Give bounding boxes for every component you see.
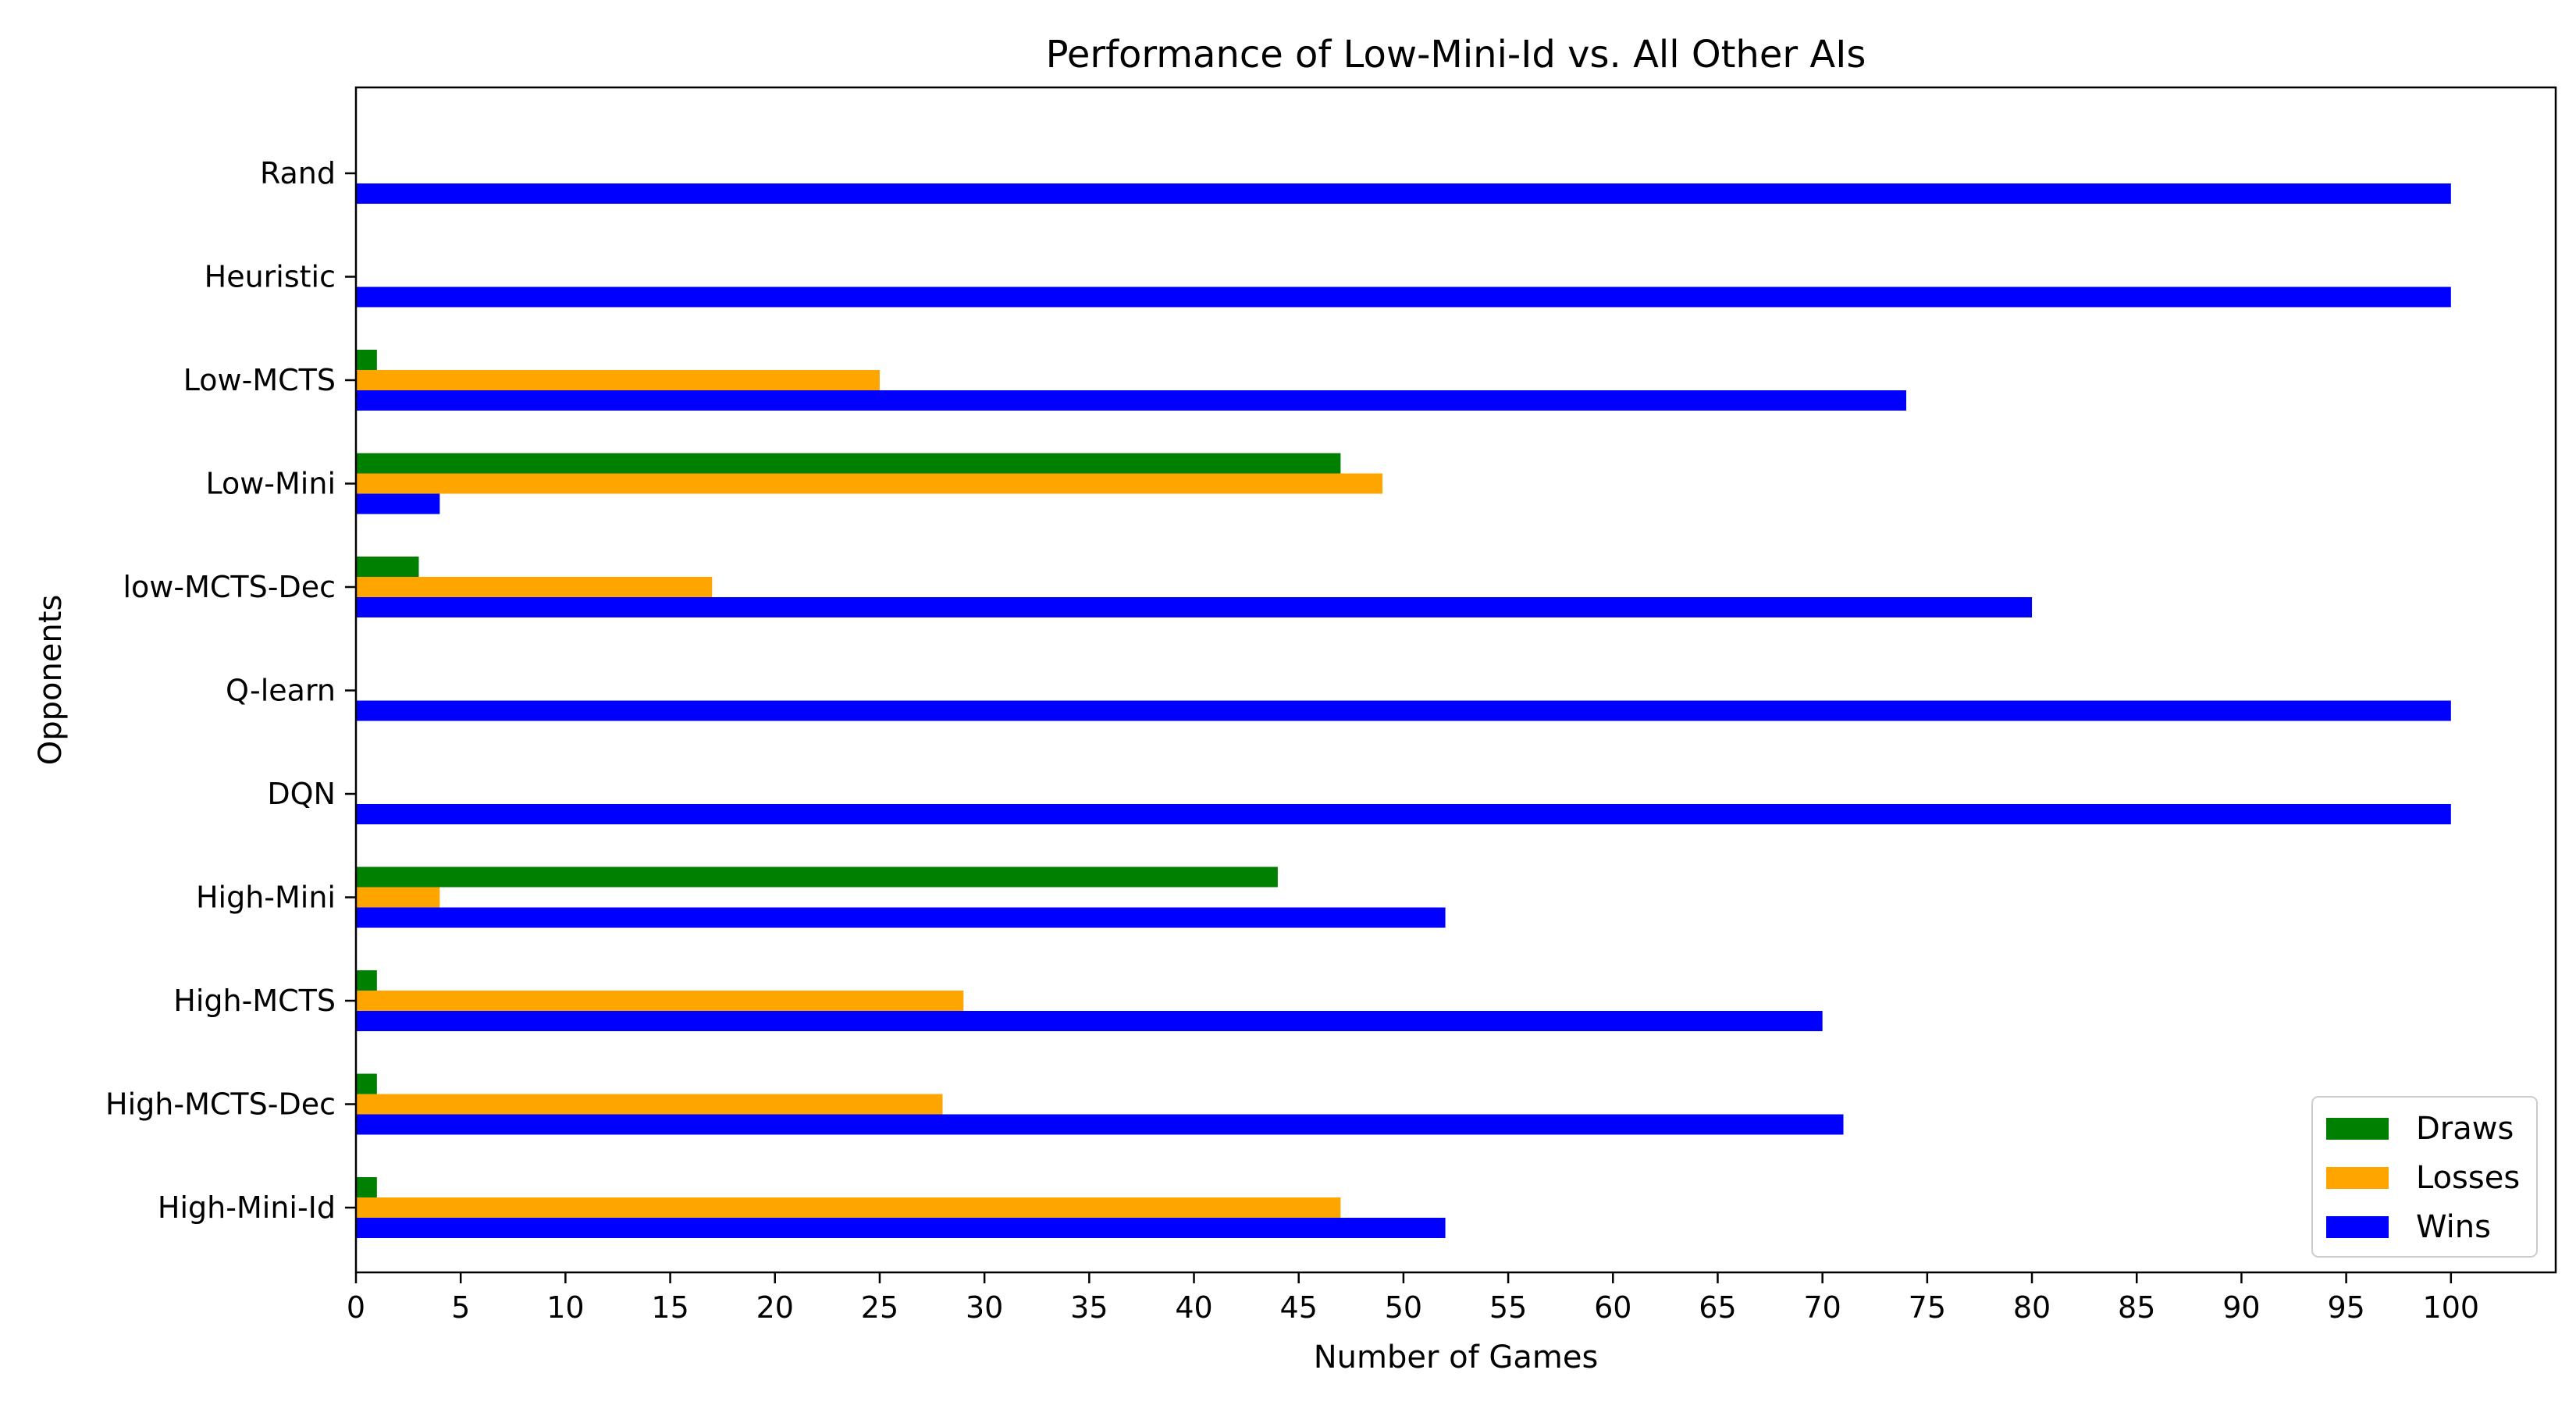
x-axis-label: Number of Games: [1314, 1340, 1599, 1375]
y-tick-label: low-MCTS-Dec: [123, 570, 336, 604]
y-tick-label: Low-MCTS: [183, 363, 336, 397]
bar-losses-low-mini: [356, 473, 1383, 494]
legend: Draws Losses Wins: [2311, 1096, 2538, 1258]
bars-layer: [356, 183, 2451, 1238]
bar-draws-low-mcts: [356, 350, 377, 370]
x-tick-label: 65: [1699, 1290, 1736, 1325]
x-tick-label: 5: [451, 1290, 470, 1325]
bar-losses-high-mini-id: [356, 1197, 1341, 1218]
bar-draws-high-mcts-dec: [356, 1073, 377, 1094]
y-tick-label: Low-Mini: [205, 467, 336, 501]
bar-wins-rand: [356, 183, 2451, 204]
y-tick-label: Heuristic: [205, 260, 336, 294]
bar-wins-heuristic: [356, 286, 2451, 308]
x-tick-label: 100: [2423, 1290, 2480, 1325]
bar-wins-low-mcts-dec: [356, 597, 2033, 617]
bar-draws-low-mini: [356, 453, 1341, 474]
bar-losses-high-mcts-dec: [356, 1094, 943, 1115]
bar-losses-low-mcts-dec: [356, 577, 713, 597]
y-tick-label: High-MCTS: [173, 984, 336, 1018]
x-tick-label: 75: [1909, 1290, 1946, 1325]
x-tick-label: 70: [1803, 1290, 1841, 1325]
x-tick-label: 40: [1175, 1290, 1212, 1325]
bar-losses-high-mini: [356, 887, 440, 908]
bar-wins-low-mini: [356, 493, 440, 514]
bar-wins-q-learn: [356, 700, 2451, 721]
x-tick-label: 15: [651, 1290, 688, 1325]
x-tick-label: 25: [861, 1290, 898, 1325]
y-tick-label: Rand: [260, 156, 336, 190]
legend-swatch-losses: [2326, 1167, 2389, 1189]
x-tick-label: 50: [1385, 1290, 1422, 1325]
x-tick-label: 35: [1070, 1290, 1108, 1325]
bar-wins-high-mini-id: [356, 1218, 1446, 1238]
bar-draws-low-mcts-dec: [356, 557, 419, 577]
x-tick-label: 60: [1594, 1290, 1631, 1325]
x-tick-label: 95: [2327, 1290, 2364, 1325]
x-tick-label: 0: [347, 1290, 365, 1325]
legend-label-losses: Losses: [2416, 1160, 2520, 1196]
legend-swatch-wins: [2326, 1216, 2389, 1238]
y-tick-label: High-MCTS-Dec: [105, 1087, 336, 1122]
x-tick-label: 80: [2013, 1290, 2051, 1325]
bar-draws-high-mini: [356, 866, 1278, 888]
x-tick-label: 85: [2118, 1290, 2155, 1325]
bar-draws-high-mcts: [356, 970, 377, 991]
bar-wins-low-mcts: [356, 390, 1907, 411]
x-tick-label: 55: [1489, 1290, 1527, 1325]
legend-items: Draws Losses Wins: [2326, 1111, 2520, 1245]
bar-wins-high-mcts: [356, 1011, 1823, 1031]
legend-swatch-draws: [2326, 1118, 2389, 1140]
bar-wins-dqn: [356, 804, 2451, 824]
bar-losses-high-mcts: [356, 991, 964, 1011]
legend-label-draws: Draws: [2416, 1111, 2514, 1147]
plot-frame: [354, 86, 2557, 1274]
x-tick-label: 10: [546, 1290, 584, 1325]
y-tick-label: DQN: [267, 777, 336, 811]
x-tick-label: 20: [756, 1290, 794, 1325]
legend-label-wins: Wins: [2416, 1209, 2491, 1245]
x-axis-ticks: 0 5 10 15 20 25 30 35 40 45 50 55 60 65 70 75 80 85 90 95 10…: [347, 1272, 2479, 1325]
bar-losses-low-mcts: [356, 370, 880, 390]
chart-title: Performance of Low-Mini-Id vs. All Other…: [1046, 33, 1866, 76]
y-tick-label: High-Mini-Id: [158, 1190, 336, 1225]
y-tick-label: Q-learn: [226, 674, 336, 708]
x-tick-label: 45: [1280, 1290, 1318, 1325]
x-tick-label: 30: [966, 1290, 1003, 1325]
y-tick-label: High-Mini: [196, 881, 336, 915]
bar-wins-high-mcts-dec: [356, 1114, 1844, 1135]
x-tick-label: 90: [2222, 1290, 2260, 1325]
bar-draws-high-mini-id: [356, 1177, 377, 1197]
bar-wins-high-mini: [356, 907, 1446, 928]
y-axis-ticks: Rand Heuristic Low-MCTS Low-Mini low-MCTS-De…: [105, 156, 356, 1225]
y-axis-label: Opponents: [33, 595, 69, 766]
